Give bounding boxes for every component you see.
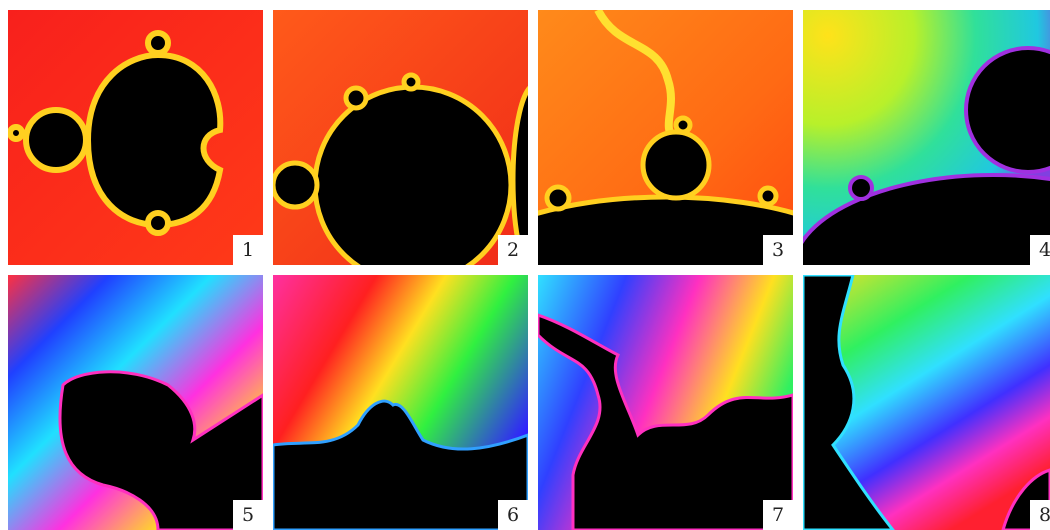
bulb xyxy=(643,132,709,198)
bulb xyxy=(850,177,872,199)
bulb xyxy=(10,127,22,139)
panel xyxy=(273,275,528,530)
fractal-grid: 1 2 3 4 5 6 7 8 xyxy=(0,0,1050,530)
panel-number: 3 xyxy=(772,239,784,261)
panel-number: 7 xyxy=(772,504,784,526)
panel-number: 8 xyxy=(1039,504,1050,526)
panel-number: 6 xyxy=(507,504,519,526)
panel xyxy=(538,275,793,530)
panel-number: 1 xyxy=(242,239,254,261)
bulb xyxy=(148,213,168,233)
bulb xyxy=(315,87,511,283)
bulb xyxy=(760,188,776,204)
bulb xyxy=(547,187,569,209)
bulb xyxy=(404,75,418,89)
bulb xyxy=(273,163,317,207)
panel-number: 2 xyxy=(507,239,519,261)
cardioid xyxy=(88,55,220,225)
bulb xyxy=(148,33,168,53)
bulb xyxy=(26,110,86,170)
panel xyxy=(8,275,263,530)
bulb xyxy=(346,88,366,108)
panel xyxy=(8,10,263,265)
bulb xyxy=(676,118,690,132)
panel-number: 4 xyxy=(1039,239,1050,261)
panel xyxy=(803,275,1050,530)
panel-number: 5 xyxy=(242,504,254,526)
